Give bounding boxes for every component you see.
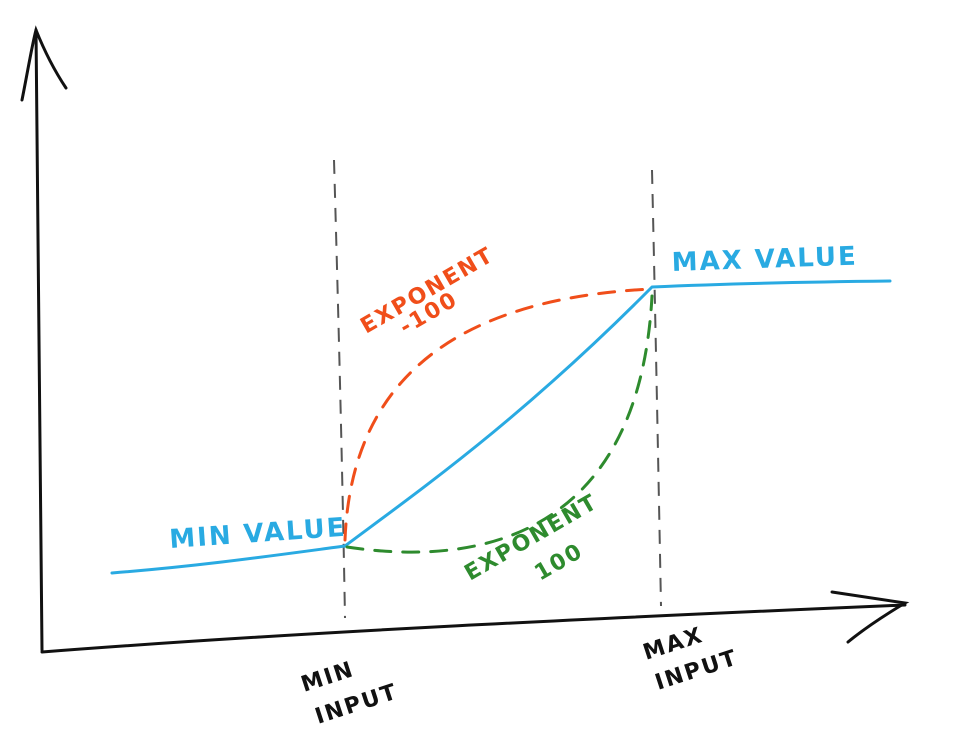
min-input-guide-line <box>333 159 346 619</box>
max-value-label: MAX VALUE <box>671 242 858 278</box>
negative-exponent-curve <box>343 287 654 542</box>
positive-exponent-word-label: EXPONENT <box>461 490 603 586</box>
x-axis-line <box>40 603 907 654</box>
y-axis <box>20 25 68 652</box>
x-axis-arrowhead <box>830 590 910 644</box>
x-axis <box>40 590 910 654</box>
y-axis-arrowhead <box>20 25 68 102</box>
positive-exponent-curve <box>345 294 654 554</box>
max-input-guide-line <box>651 169 662 607</box>
y-axis-line <box>34 28 44 652</box>
linear-curve <box>110 279 892 575</box>
min-input-label-line1: MIN <box>298 657 358 698</box>
guide-lines <box>333 159 662 619</box>
